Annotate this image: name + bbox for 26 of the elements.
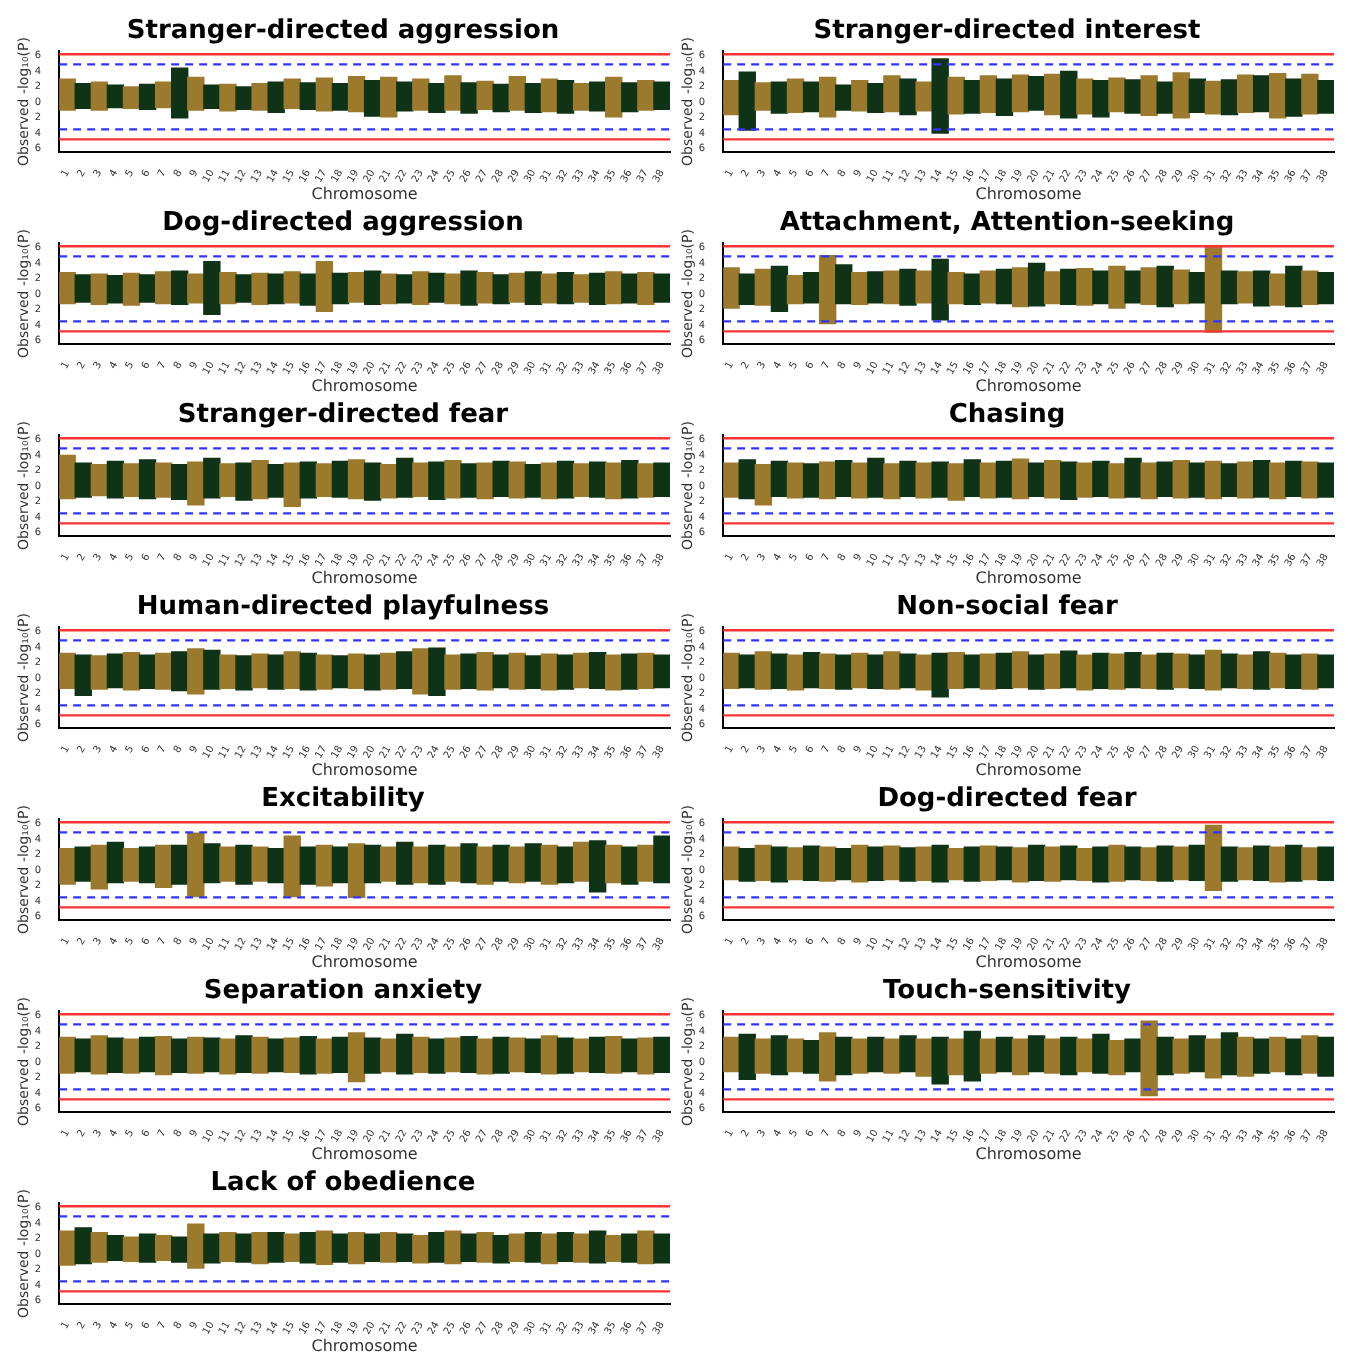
x-axis-title: Chromosome — [311, 1336, 418, 1355]
x-axis-title: Chromosome — [975, 952, 1082, 971]
chart-title: Stranger-directed aggression — [126, 16, 560, 47]
chart-title: Human-directed playfulness — [136, 592, 550, 623]
chart-title: Lack of obedience — [210, 1168, 476, 1199]
chart-title: Separation anxiety — [203, 976, 484, 1007]
x-axis-title: Chromosome — [311, 952, 418, 971]
chart-title: Chasing — [948, 400, 1066, 431]
chart-title: Stranger-directed fear — [177, 400, 510, 431]
chart-title: Attachment, Attention-seeking — [779, 208, 1235, 239]
chart-title: Non-social fear — [896, 592, 1119, 623]
x-axis-title: Chromosome — [975, 184, 1082, 203]
x-axis-title: Chromosome — [311, 376, 418, 395]
x-axis-title: Chromosome — [311, 1144, 418, 1163]
x-axis-title: Chromosome — [975, 568, 1082, 587]
chart-title: Dog-directed fear — [877, 784, 1138, 815]
chart-title: Stranger-directed interest — [813, 16, 1201, 47]
x-axis-title: Chromosome — [311, 568, 418, 587]
x-axis-title: Chromosome — [311, 184, 418, 203]
x-axis-title: Chromosome — [975, 1144, 1082, 1163]
x-axis-title: Chromosome — [975, 376, 1082, 395]
chart-title: Excitability — [261, 784, 426, 815]
chart-title: Touch-sensitivity — [883, 976, 1133, 1007]
chart-title: Dog-directed aggression — [162, 208, 524, 239]
x-axis-title: Chromosome — [975, 760, 1082, 779]
x-axis-title: Chromosome — [311, 760, 418, 779]
